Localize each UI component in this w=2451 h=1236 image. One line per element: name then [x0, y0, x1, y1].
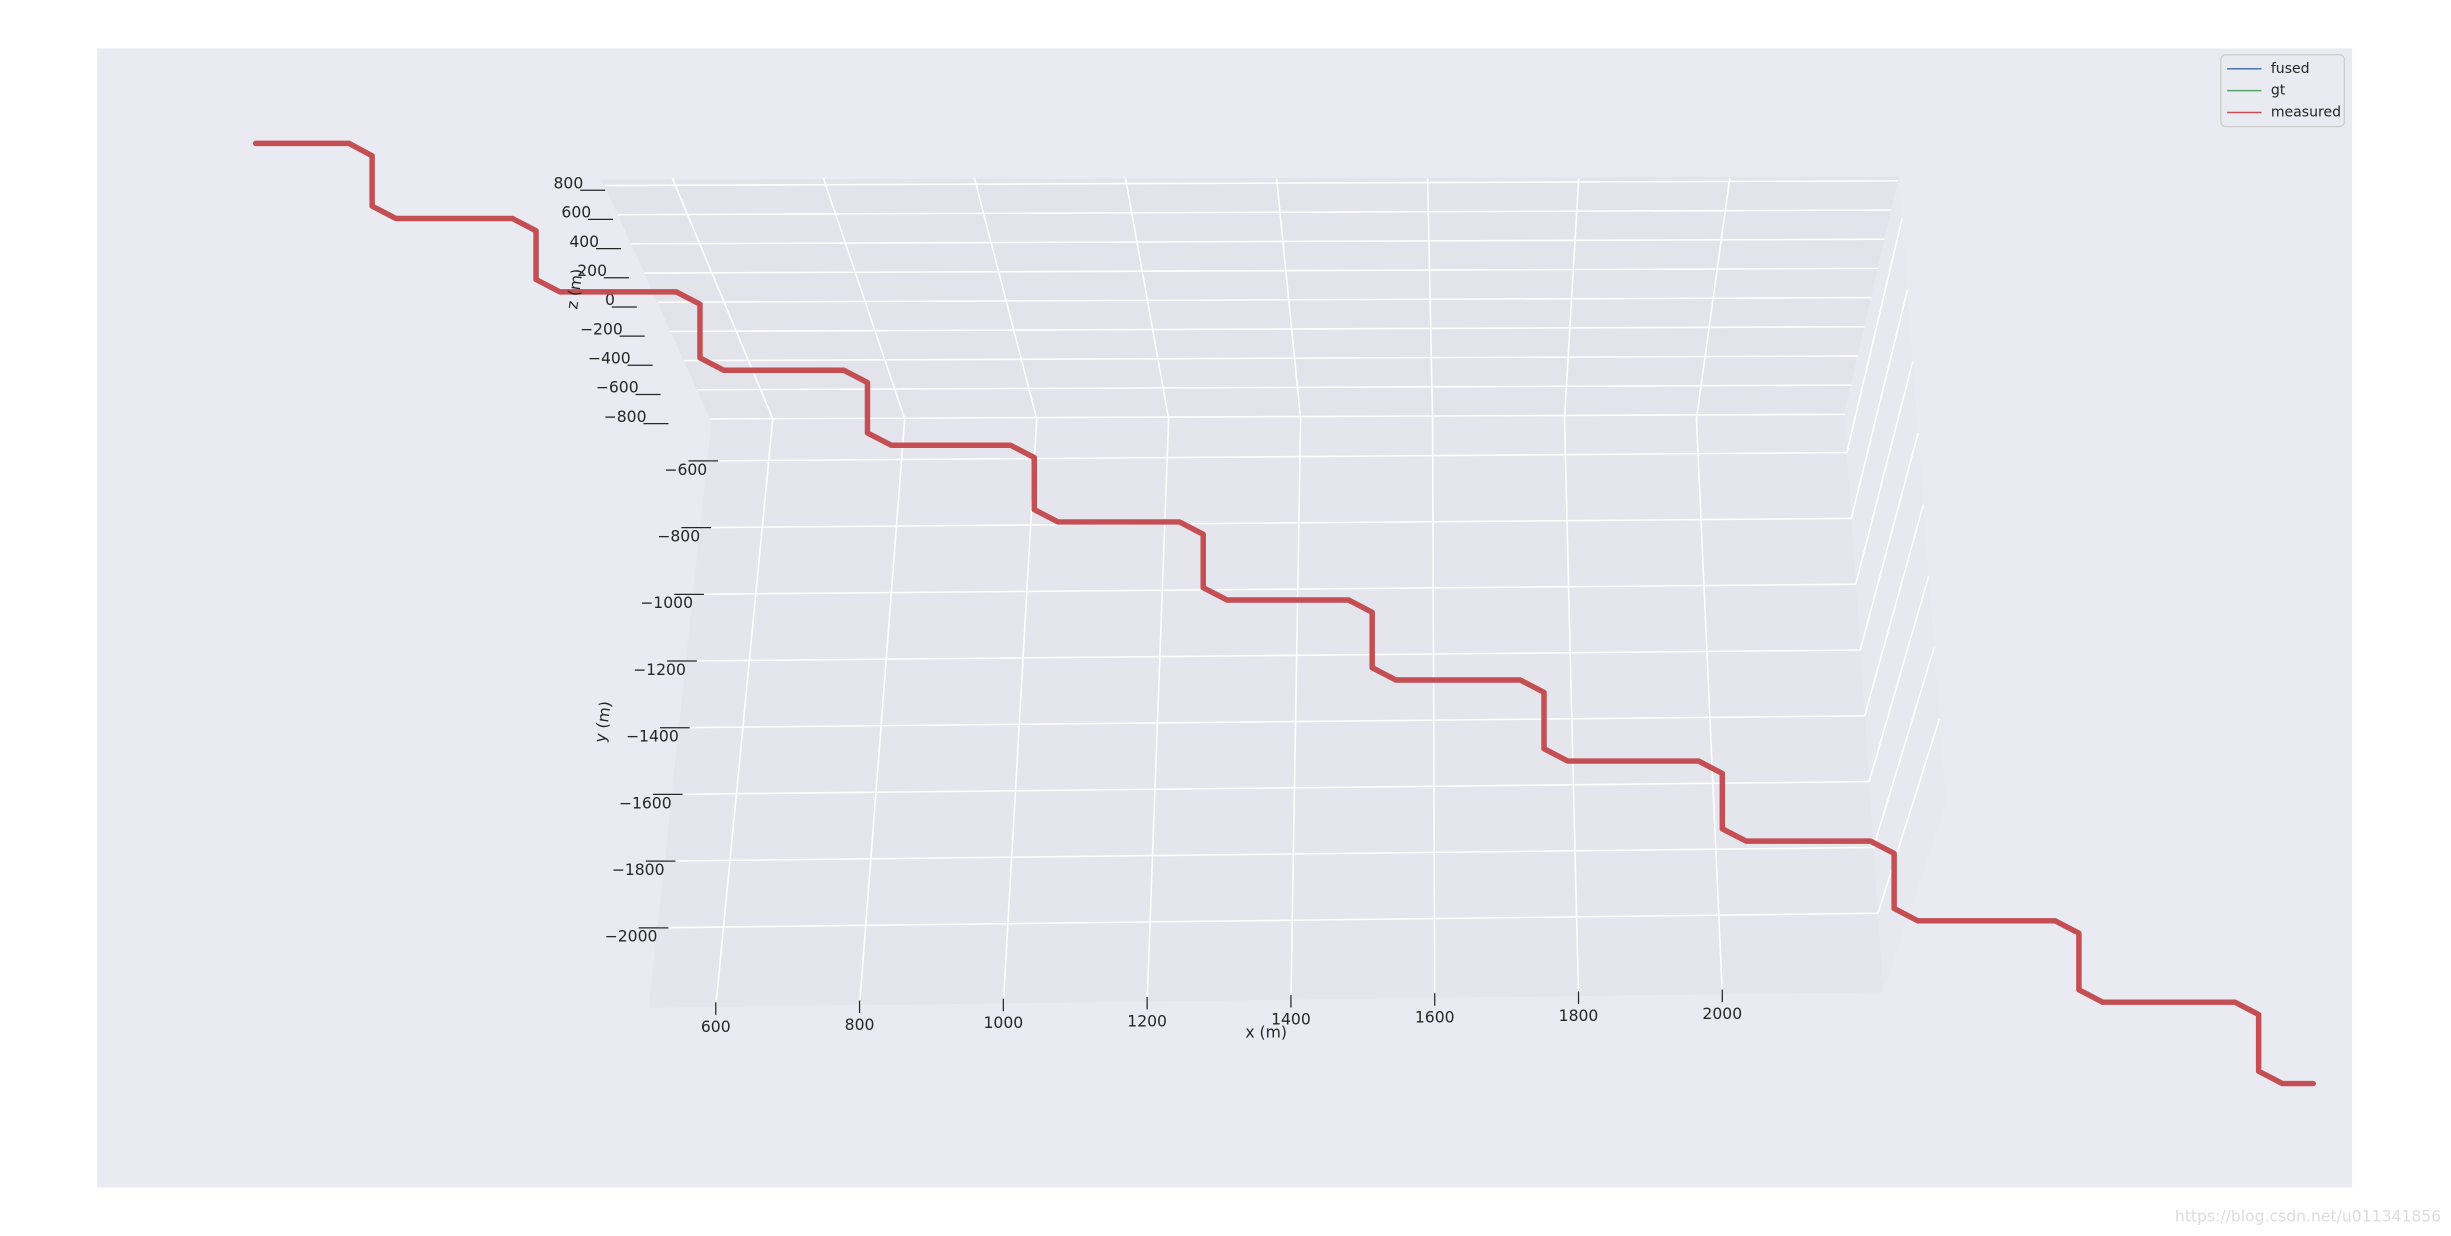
ticks: 600 800 1000 1200 1400 1600 1800 2000−600−800−1… — [554, 174, 1743, 1035]
grid-line — [685, 649, 1861, 662]
x-tick-label: 1800 — [1559, 1007, 1599, 1025]
x-tick-label: 800 — [845, 1016, 875, 1034]
grid-line — [631, 238, 1885, 245]
x-tick-label: 1200 — [1127, 1012, 1167, 1030]
grid-line — [1872, 647, 1935, 848]
legend: fused gt measured — [2220, 54, 2345, 128]
grid-line — [670, 325, 1865, 333]
grid-line — [1859, 432, 1919, 651]
legend-label: measured — [2271, 105, 2341, 121]
grid — [604, 177, 1941, 1008]
z-tick-label: 800 — [554, 174, 584, 192]
side-pane — [1844, 176, 1946, 993]
grid-line — [693, 583, 1856, 596]
grid-line — [1563, 178, 1580, 997]
z-tick-label: 200 — [577, 262, 607, 280]
z-tick-label: −400 — [588, 350, 631, 368]
grid-line — [1426, 178, 1436, 998]
y-tick-label: −600 — [664, 461, 707, 479]
x-tick-label: 1400 — [1271, 1011, 1311, 1029]
z-tick-label: 400 — [569, 233, 599, 251]
grid-line — [1868, 575, 1930, 782]
grid-line — [644, 267, 1878, 274]
legend-box — [2220, 54, 2345, 128]
grid-line — [700, 517, 1852, 529]
z-tick-label: 0 — [605, 291, 615, 309]
grid-line — [1850, 289, 1909, 519]
x-tick-label: 600 — [701, 1018, 731, 1036]
y-tick-label: −1200 — [633, 661, 686, 679]
z-tick-label: 600 — [561, 204, 591, 222]
x-tick-label: 1000 — [983, 1014, 1023, 1032]
grid-line — [707, 451, 1847, 462]
grid-line — [696, 384, 1852, 391]
y-tick-label: −2000 — [605, 928, 658, 946]
grid-line — [683, 355, 1859, 362]
lines — [252, 140, 2317, 1087]
grid-line — [671, 780, 1870, 796]
grid-line — [657, 912, 1879, 929]
grid-line — [1863, 504, 1925, 717]
y-tick-label: −1400 — [626, 728, 679, 746]
grid-line — [973, 177, 1038, 1004]
legend-label: fused — [2271, 61, 2310, 77]
grid-line — [1124, 177, 1170, 1002]
z-tick-label: −800 — [604, 408, 647, 426]
grid-line — [1877, 718, 1941, 914]
grid-line — [1695, 178, 1731, 995]
grid-line — [657, 296, 1872, 304]
grid-line — [678, 715, 1865, 729]
y-tick-label: −800 — [657, 527, 700, 545]
y-tick-label: −1800 — [612, 861, 665, 879]
z-tick-label: −600 — [596, 379, 639, 397]
x-axis-label: x (m) — [1245, 1023, 1287, 1041]
trajectory-line — [252, 140, 2317, 1087]
y-axis-label: y (m) — [591, 700, 615, 744]
x-tick-label: 2000 — [1702, 1005, 1742, 1023]
z-tick-label: −200 — [580, 320, 623, 338]
floor-pane — [648, 414, 1884, 1008]
grid-line — [710, 413, 1845, 420]
legend-label: gt — [2271, 83, 2286, 99]
x-tick-label: 1600 — [1415, 1009, 1455, 1027]
y-tick-label: −1600 — [619, 794, 672, 812]
grid-line — [1846, 218, 1903, 453]
grid-line — [1855, 361, 1914, 585]
grid-line — [664, 846, 1874, 862]
z-axis-label: z (m) — [563, 268, 586, 311]
grid-line — [617, 209, 1892, 216]
watermark: https://blog.csdn.net/u011341856 — [2175, 1208, 2441, 1226]
grid-line — [604, 180, 1898, 187]
y-tick-label: −1000 — [640, 594, 693, 612]
grid-line — [1275, 178, 1302, 1000]
